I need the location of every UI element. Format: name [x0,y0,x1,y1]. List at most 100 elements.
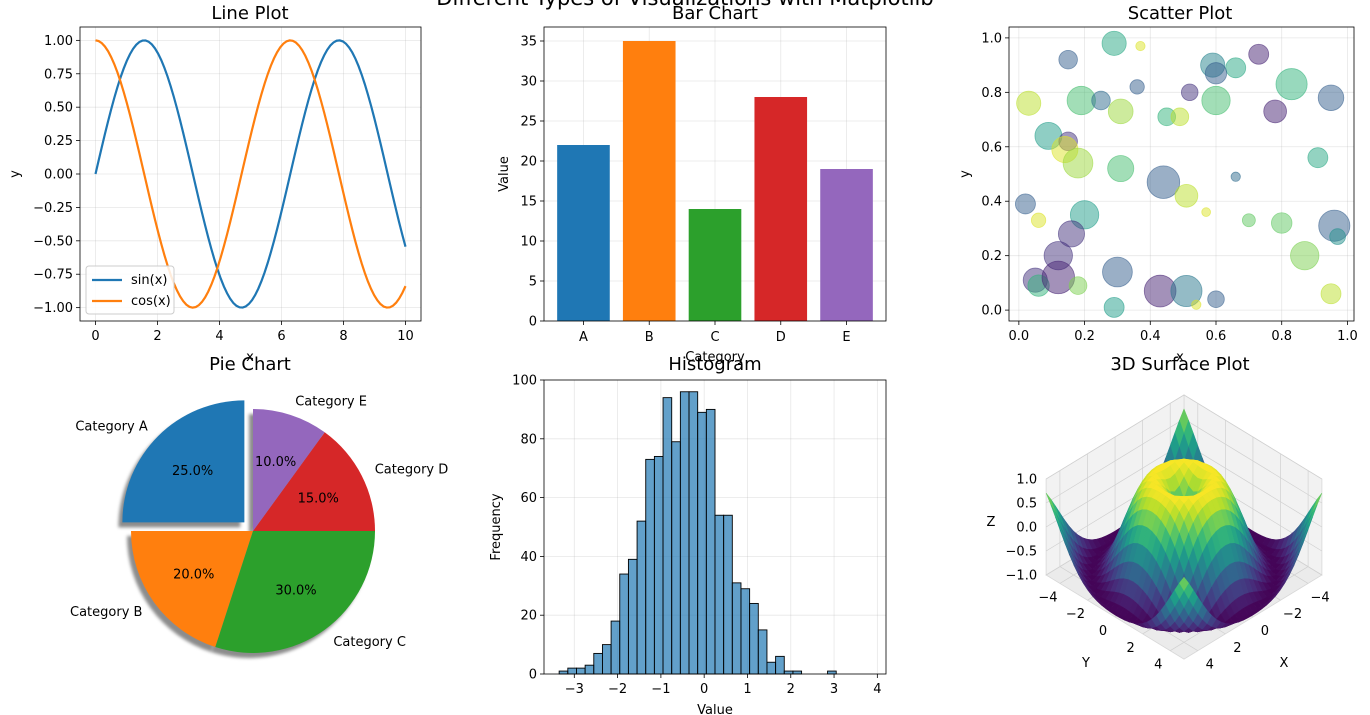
scatter-plot-ytick-label: 0.8 [981,86,1002,101]
histogram-bar [714,514,725,675]
line-plot-ytick-label: 0.25 [44,134,73,149]
scatter-point [1275,68,1308,101]
histogram-bar [671,441,681,675]
bar-chart-xtick-label: B [645,330,654,345]
scatter-plot-points [1015,30,1351,318]
line-plot-xtick-label: 8 [339,329,347,344]
pie-percent-label: 15.0% [298,491,339,506]
scatter-plot-xtick-label: 0.4 [1140,329,1161,344]
scatter-point [1180,83,1199,102]
line-plot-xlabel: x [246,350,254,365]
histogram-ytick-label: 100 [512,374,537,389]
bar-chart-ytick-label: 5 [529,275,537,290]
series-line-sin [94,39,407,309]
surface-xtick-label: 0 [1261,624,1269,639]
bar-c [688,209,742,321]
scatter-point [1263,99,1287,124]
histogram-bar [610,620,621,675]
pie-percent-label: 25.0% [172,464,213,479]
scatter-plot-xtick-label: 0.0 [1009,329,1030,344]
scatter-point [1015,193,1036,215]
histogram-bar [783,670,794,675]
histogram-bar [593,652,603,675]
bar-chart-panel: Bar Chart A B C D E 0 5 10 15 20 25 30 35 Category V… [497,3,887,365]
scatter-plot-xtick-label: 0.6 [1206,329,1227,344]
scatter-point [1170,107,1190,127]
histogram-ytick-label: 0 [529,668,537,683]
scatter-plot-ytick-label: 0.4 [981,195,1002,210]
histogram-bar [792,670,803,675]
pie-slice-category-c [215,531,375,654]
histogram-frame [543,379,887,675]
line-plot-ytick-label: 1.00 [44,34,73,49]
bar-chart-ytick-label: 20 [520,155,537,170]
histogram-bar [619,573,629,675]
histogram-xtick-label: −2 [608,682,627,697]
bar-d [754,97,808,321]
line-plot-legend: sin(x) cos(x) [85,265,175,315]
line-plot-title: Line Plot [211,3,288,24]
surface-plot-zlabel: Z [987,515,996,530]
surface-ztick-label: −1.0 [1006,569,1038,584]
scatter-point [1107,98,1134,125]
scatter-point [1129,79,1145,95]
legend-sin-label: sin(x) [131,273,167,288]
bar-chart-xtick-label: E [842,330,850,345]
surface-ytick-label: −2 [1066,607,1085,622]
surface-plot-panel: 3D Surface Plot −4 −2 0 2 4 −4 −2 0 2 4 −1.0 −0.5 0.… [987,354,1330,673]
scatter-point [1174,183,1199,208]
pie-slice-category-a [122,400,245,523]
bar-chart-bars [557,41,873,321]
surface-xtick-label: 2 [1233,641,1241,656]
histogram-bar [558,670,569,675]
bar-chart-xtick-label: C [710,330,719,345]
line-plot-ytick-label: −1.00 [33,301,73,316]
line-plot-xtick-label: 6 [277,329,285,344]
histogram-bars [558,391,837,675]
scatter-point [1317,84,1345,111]
bar-e [820,169,873,321]
scatter-plot-ytick-label: 0.0 [981,304,1002,319]
surface-xtick-label: 4 [1206,658,1214,673]
scatter-point [1102,256,1133,288]
scatter-plot-ytick-label: 0.2 [981,249,1002,264]
surface-ytick-label: 2 [1126,641,1134,656]
histogram-bar [757,629,768,675]
histogram-bar [766,661,777,675]
line-plot-series [94,39,407,309]
scatter-plot-title: Scatter Plot [1128,3,1233,24]
scatter-point [1329,228,1346,245]
surface-plot-xlabel: X [1280,656,1289,671]
scatter-plot-xtick-label: 1.0 [1337,329,1358,344]
histogram-bar [679,391,690,675]
histogram-bar [749,602,759,675]
scatter-point [1062,147,1094,179]
line-plot-ytick-label: −0.75 [33,268,73,283]
line-plot-ytick-label: 0.75 [44,67,73,82]
line-plot-ticks: 0 2 4 6 8 10 −1.00 −0.75 −0.50 −0.25 0.00 0.25 0.50 0… [33,34,414,344]
histogram-bar [723,514,733,675]
scatter-point [1230,171,1241,182]
histogram-ytick-label: 40 [520,550,537,565]
surface-plot-title: 3D Surface Plot [1110,354,1249,375]
histogram-xtick-label: −3 [565,682,584,697]
scatter-plot-xlabel: x [1176,350,1184,365]
scatter-point [1204,62,1228,85]
line-plot-xtick-label: 4 [215,329,223,344]
scatter-point [1101,30,1127,56]
bar-chart-xtick-label: D [776,330,786,345]
scatter-point [1135,40,1146,52]
scatter-point [1066,85,1096,116]
scatter-point [1091,90,1111,111]
surface-wall-gridline [1045,418,1185,504]
surface-wall-gridline [1183,442,1323,528]
scatter-plot-panel: Scatter Plot 0.0 0.2 0.4 0.6 0.8 1.0 0.0 0.2 0.4… [958,3,1358,365]
scatter-point [1320,283,1342,305]
scatter-point [1030,212,1047,228]
histogram-xtick-label: 2 [787,682,795,697]
pie-chart-slices [122,400,375,654]
pie-slice-category-b [131,531,253,648]
